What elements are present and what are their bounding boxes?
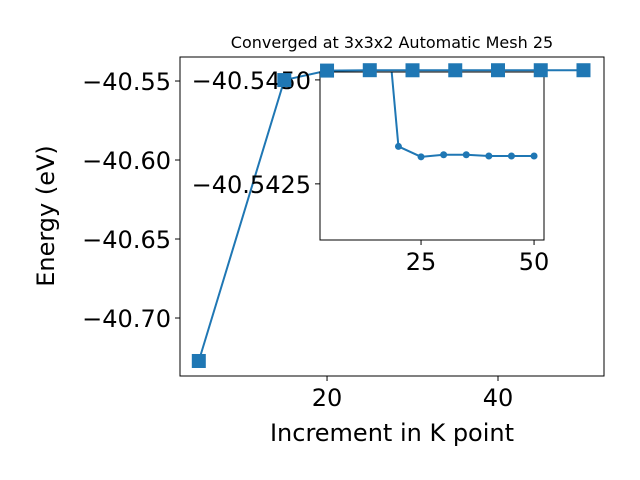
markers [191,63,591,368]
x-tick-label: 25 [406,248,437,276]
y-tick-label: −40.5425 [192,171,311,199]
marker [485,152,493,160]
y-tick-label: −40.70 [82,305,171,333]
marker [448,63,463,78]
axes-frame [319,71,545,241]
marker [533,63,548,78]
y-tick-label: −40.5450 [192,67,311,95]
marker [440,151,448,159]
y-tick-label: −40.65 [82,226,171,254]
marker [394,142,402,150]
marker [417,153,425,161]
marker [277,73,292,88]
marker [462,151,470,159]
axes-frame [179,56,605,377]
y-axis-label: Energy (eV) [32,145,60,287]
marker [491,63,505,78]
x-tick-label: 40 [483,384,514,412]
x-tick-label: 20 [312,384,343,412]
marker [191,353,206,368]
series [390,72,538,161]
y-tick-label: −40.55 [82,68,171,96]
marker [405,63,420,78]
y-tick-label: −40.60 [82,147,171,175]
marker [530,152,538,160]
chart-title: Converged at 3x3x2 Automatic Mesh 25 [231,33,553,52]
x-axis-label: Increment in K point [270,419,514,447]
marker [320,63,335,78]
marker [576,63,591,78]
marker [362,63,377,78]
x-tick-label: 50 [519,248,550,276]
marker [507,152,515,160]
